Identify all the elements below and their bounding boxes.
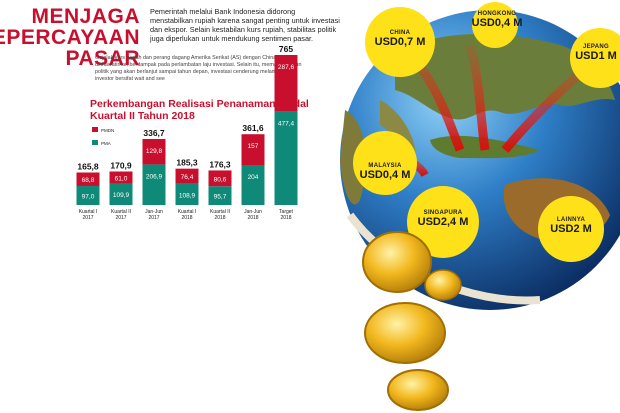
data-label-pmdn: 287,6 — [278, 64, 295, 71]
bar-pma — [109, 183, 133, 205]
total-label: 361,6 — [242, 123, 264, 133]
inflow-amount: USD2,4 M — [417, 216, 469, 228]
bar-pma — [241, 165, 265, 205]
inflow-china: CHINA USD0,7 M — [365, 30, 435, 48]
chart-title: Perkembangan Realisasi Penanaman Modal K… — [90, 98, 309, 123]
data-label-pma: 97,0 — [82, 193, 95, 200]
legend-swatch-pma — [92, 140, 98, 145]
legend-label-pmdn: PMDN — [101, 128, 114, 133]
total-label: 765 — [279, 44, 293, 54]
total-label: 170,9 — [110, 160, 132, 170]
inflow-lainnya: LAINNYA USD2 M — [538, 217, 604, 235]
body-paragraph: Gejolak kurs rupiah dan perang dagang Am… — [95, 55, 302, 83]
lead-paragraph: Pemerintah melalui Bank Indonesia didoro… — [150, 7, 340, 43]
data-label-pma: 95,7 — [214, 194, 227, 201]
total-label: 176,3 — [209, 159, 231, 169]
arrow-hongkong — [465, 43, 490, 151]
inflow-hongkong: HONGKONG USD0,4 M — [462, 11, 532, 29]
coin-malaysia — [353, 131, 417, 195]
inflow-amount: USD0,4 M — [359, 169, 411, 181]
bar-pmdn — [274, 55, 298, 112]
inflow-amount: USD1 M — [575, 50, 617, 62]
inflow-country: CHINA — [389, 30, 411, 36]
headline: MENJAGA KEPERCAYAAN PASAR — [0, 6, 140, 69]
data-label-pmdn: 61,0 — [115, 175, 128, 182]
coin-hongkong — [472, 2, 518, 48]
legend-label-pma: PMA — [101, 141, 111, 146]
coin-jepang — [570, 28, 620, 88]
headline-line2: KEPERCAYAAN — [0, 26, 140, 49]
bar-pmdn — [175, 168, 199, 184]
tick-label-year: 2017 — [148, 215, 159, 221]
data-label-pma: 477,4 — [278, 120, 295, 127]
inflow-amount: USD0,4 M — [471, 17, 523, 29]
tick-label-year: 2018 — [280, 215, 291, 221]
total-label: 336,7 — [143, 128, 165, 138]
bar-pmdn — [208, 170, 232, 187]
inflow-jepang: JEPANG USD1 M — [572, 44, 620, 62]
tick-label: Kuartal II — [111, 209, 131, 215]
data-label-pma: 108,9 — [179, 192, 196, 199]
total-label: 185,3 — [176, 158, 198, 168]
bar-pma — [175, 183, 199, 205]
gold-coin — [387, 369, 449, 411]
data-label-pma: 206,9 — [146, 173, 163, 180]
bar-pmdn — [109, 171, 133, 184]
bar-pmdn — [241, 134, 265, 165]
data-label-pmdn: 68,8 — [82, 177, 95, 184]
coin-china — [365, 7, 435, 77]
total-label: 165,8 — [77, 161, 99, 171]
tick-label-year: 2018 — [181, 215, 192, 221]
inflow-malaysia: MALAYSIA USD0,4 M — [350, 163, 420, 181]
inflow-amount: USD0,7 M — [374, 36, 426, 48]
data-label-pmdn: 129,8 — [146, 148, 163, 155]
inflow-country: JEPANG — [582, 44, 610, 50]
bar-pma — [142, 164, 166, 205]
tick-label: Jan-Jun — [244, 209, 262, 215]
data-label-pmdn: 76,4 — [181, 174, 194, 181]
data-label-pma: 109,9 — [113, 192, 130, 199]
tick-label: Jan-Jun — [145, 209, 163, 215]
inflow-singapura: SINGAPURA USD2,4 M — [405, 210, 481, 228]
bar-pmdn — [76, 172, 100, 186]
data-label-pma: 204 — [248, 174, 259, 181]
data-label-pmdn: 157 — [248, 143, 259, 150]
tick-label-year: 2017 — [115, 215, 126, 221]
tick-label: Target — [279, 209, 294, 215]
tick-label-year: 2018 — [214, 215, 225, 221]
gold-coin — [424, 269, 462, 301]
bar-pmdn — [142, 138, 166, 165]
headline-line1: MENJAGA — [31, 5, 140, 28]
tick-label-year: 2017 — [82, 215, 93, 221]
inflow-country: MALAYSIA — [368, 163, 402, 169]
bar-pma — [208, 186, 232, 205]
tick-label: Kuartal II — [210, 209, 230, 215]
inflow-country: LAINNYA — [556, 217, 586, 223]
bar-pma — [76, 185, 100, 205]
gold-coin — [362, 231, 432, 293]
inflow-country: HONGKONG — [477, 11, 517, 17]
gold-coin — [364, 302, 446, 364]
legend-swatch-pmdn — [92, 127, 98, 132]
data-label-pmdn: 80,6 — [214, 176, 227, 183]
tick-label: Kuartal I — [79, 209, 98, 215]
coin-lainnya — [538, 196, 604, 262]
bar-pma — [274, 111, 298, 205]
headline-line3: PASAR — [65, 47, 140, 70]
inflow-country: SINGAPURA — [423, 210, 463, 216]
tick-label-year: 2018 — [247, 215, 258, 221]
land-asia — [395, 33, 615, 120]
coin-singapura — [407, 186, 479, 258]
inflow-amount: USD2 M — [550, 223, 592, 235]
tick-label: Kuartal I — [178, 209, 197, 215]
